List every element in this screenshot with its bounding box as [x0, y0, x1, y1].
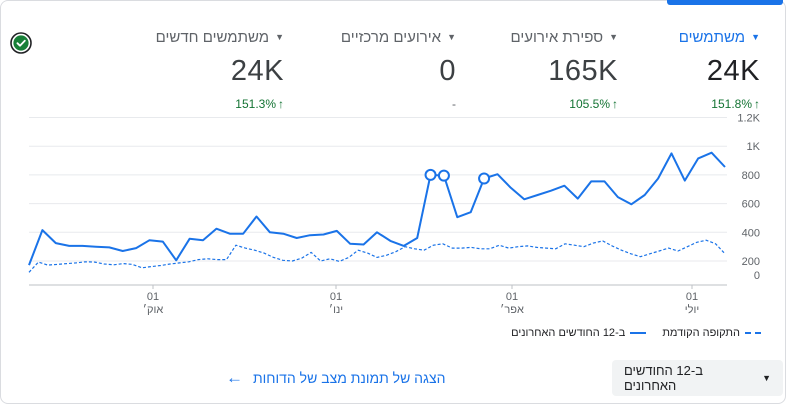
x-tick-label: 01 [506, 291, 518, 303]
caret-down-icon[interactable]: ▼ [275, 32, 284, 42]
y-tick-label: 0 [754, 270, 760, 282]
y-tick-label: 1K [747, 141, 761, 153]
metric-change-value: 105.5% [569, 97, 610, 111]
metric-value: 24K [706, 55, 760, 87]
metric-change: 151.3% ↑ [124, 97, 284, 111]
x-tick-label: יולי [685, 303, 699, 316]
x-tick-label: אוק׳ [143, 303, 164, 316]
metric-label: אירועים מרכזיים [340, 28, 442, 46]
caret-down-icon: ▼ [762, 373, 771, 383]
metric-label: משתמשים חדשים [155, 28, 270, 46]
date-range-dropdown[interactable]: ב-12 החודשים האחרונים ▼ [612, 360, 783, 396]
data-point-marker [437, 169, 450, 182]
date-range-label: ב-12 החודשים האחרונים [624, 363, 703, 393]
arrow-left-icon: ← [226, 368, 243, 387]
metric-label: משתמשים [678, 28, 746, 46]
y-tick-label: 800 [742, 170, 760, 182]
x-tick-label: אפר׳ [500, 303, 524, 316]
metric-change-value: 151.3% [235, 97, 276, 111]
arrow-up-icon: ↑ [278, 97, 284, 111]
check-circle-icon [10, 32, 32, 54]
legend-current-label: ב-12 החודשים האחרונים [511, 327, 626, 339]
metric-value: 0 [439, 55, 456, 87]
metric-change: 105.5% ↑ [458, 97, 618, 111]
chart-legend: ב-12 החודשים האחרונים התקופה הקודמת [511, 327, 761, 339]
metric-change: - [296, 97, 456, 111]
line-chart: 02004006008001K1.2K01אוק׳01ינו׳01אפר׳01י… [28, 113, 761, 316]
caret-down-icon[interactable]: ▼ [447, 32, 456, 42]
active-tab-indicator [667, 0, 783, 5]
arrow-up-icon: ↑ [754, 97, 760, 111]
view-reports-snapshot-label: הצגה של תמונת מצב של הדוחות [253, 370, 446, 386]
caret-down-icon[interactable]: ▼ [609, 32, 618, 42]
metric-change: 151.8% ↑ [600, 97, 760, 111]
data-point-marker [478, 172, 491, 185]
x-tick-label: ינו׳ [329, 303, 343, 316]
legend-solid-swatch [630, 332, 647, 334]
metric-label: ספירת אירועים [510, 28, 604, 46]
x-tick-label: 01 [686, 291, 698, 303]
metric-tab-4[interactable]: משתמשים חדשים ▼ 24K 151.3% ↑ [124, 28, 284, 112]
legend-dashed-swatch [745, 332, 761, 334]
view-reports-snapshot-link[interactable]: ← הצגה של תמונת מצב של הדוחות [226, 368, 446, 387]
metric-value: 165K [548, 55, 618, 87]
data-point-marker [424, 168, 437, 181]
x-tick-label: 01 [330, 291, 342, 303]
metric-value: 24K [230, 55, 284, 87]
legend-previous: התקופה הקודמת [662, 327, 761, 339]
metric-tab-2[interactable]: ספירת אירועים ▼ 165K 105.5% ↑ [458, 28, 618, 112]
x-tick-label: 01 [147, 291, 159, 303]
current-period-line [28, 151, 726, 266]
legend-previous-label: התקופה הקודמת [662, 327, 740, 339]
y-tick-label: 1.2K [737, 113, 760, 125]
metric-tab-1[interactable]: משתמשים ▼ 24K 151.8% ↑ [600, 28, 760, 112]
arrow-up-icon: ↑ [612, 97, 618, 111]
y-tick-label: 600 [742, 199, 760, 211]
previous-period-line [28, 239, 726, 273]
metric-change-value: - [452, 97, 456, 111]
metric-tab-3[interactable]: אירועים מרכזיים ▼ 0 - [296, 28, 456, 112]
metric-change-value: 151.8% [711, 97, 752, 111]
legend-current: ב-12 החודשים האחרונים [511, 327, 647, 339]
caret-down-icon[interactable]: ▼ [751, 32, 760, 42]
y-tick-label: 200 [742, 256, 760, 268]
y-tick-label: 400 [742, 227, 760, 239]
